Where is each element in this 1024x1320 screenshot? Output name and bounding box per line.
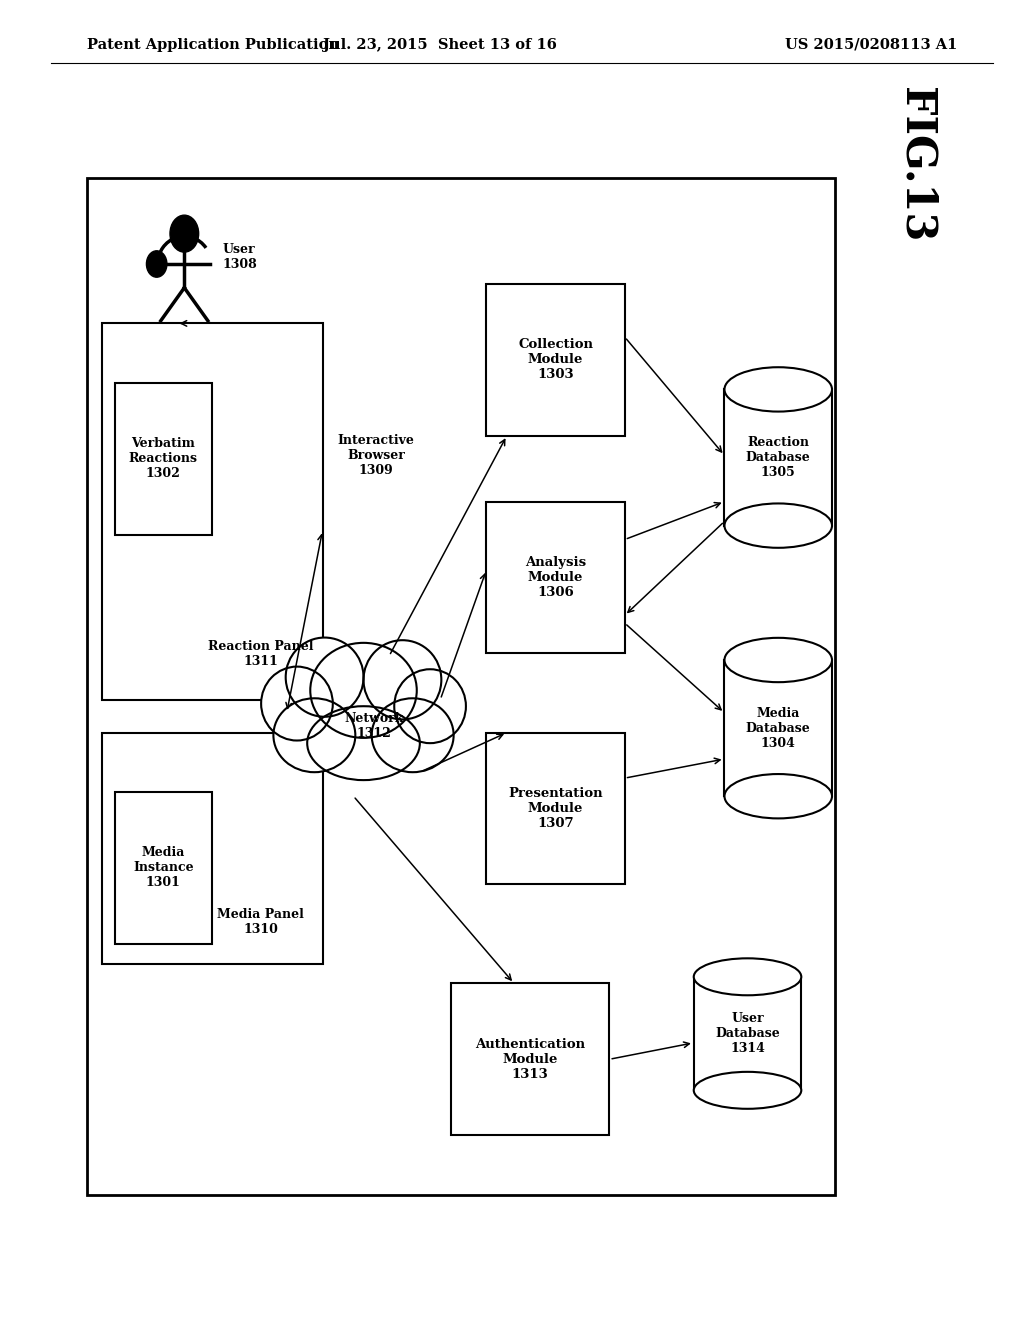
Ellipse shape [725,638,831,682]
Text: Interactive
Browser
1309: Interactive Browser 1309 [338,433,415,477]
Ellipse shape [694,1072,801,1109]
Ellipse shape [394,669,466,743]
Ellipse shape [273,698,355,772]
Bar [102,733,323,964]
Ellipse shape [725,367,831,412]
Ellipse shape [694,958,801,995]
Text: Analysis
Module
1306: Analysis Module 1306 [525,556,586,599]
Ellipse shape [725,774,831,818]
Ellipse shape [286,638,364,717]
Text: Patent Application Publication: Patent Application Publication [87,38,339,51]
Bar [486,733,625,884]
Bar [115,792,212,944]
Text: User
1308: User 1308 [222,243,257,272]
Text: FIG.13: FIG.13 [895,87,938,243]
Bar [725,660,831,796]
Bar [87,178,835,1195]
Bar [102,323,323,700]
Ellipse shape [261,667,333,741]
Text: Jul. 23, 2015  Sheet 13 of 16: Jul. 23, 2015 Sheet 13 of 16 [324,38,557,51]
Bar [694,977,801,1090]
Text: Collection
Module
1303: Collection Module 1303 [518,338,593,381]
Text: Reaction Panel
1311: Reaction Panel 1311 [208,640,313,668]
Ellipse shape [310,643,417,738]
Bar [115,383,212,535]
Bar [486,502,625,653]
Text: Media
Instance
1301: Media Instance 1301 [133,846,194,890]
Text: Network
1312: Network 1312 [344,711,403,741]
Text: US 2015/0208113 A1: US 2015/0208113 A1 [785,38,957,51]
Text: Verbatim
Reactions
1302: Verbatim Reactions 1302 [129,437,198,480]
Text: Presentation
Module
1307: Presentation Module 1307 [508,787,603,830]
Circle shape [146,251,167,277]
Text: Authentication
Module
1313: Authentication Module 1313 [475,1038,585,1081]
Ellipse shape [725,503,831,548]
Text: Reaction
Database
1305: Reaction Database 1305 [745,436,811,479]
Bar [451,983,609,1135]
Bar [725,389,831,525]
Ellipse shape [307,706,420,780]
Bar [486,284,625,436]
Text: Media Panel
1310: Media Panel 1310 [217,908,304,936]
Circle shape [170,215,199,252]
Text: Media
Database
1304: Media Database 1304 [745,706,811,750]
Ellipse shape [364,640,441,719]
Text: User
Database
1314: User Database 1314 [715,1012,780,1055]
Ellipse shape [372,698,454,772]
